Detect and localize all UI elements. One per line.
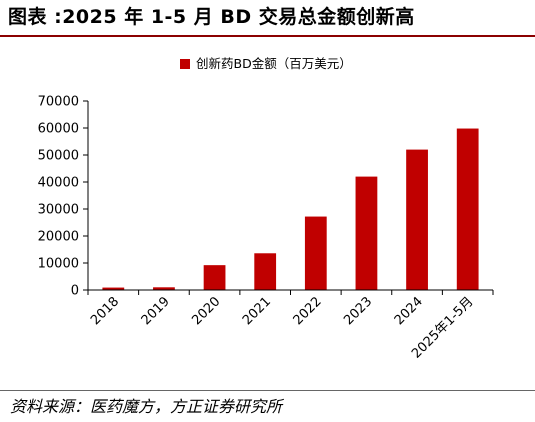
figure-title: 图表 :2025 年 1-5 月 BD 交易总金额创新高: [8, 6, 415, 28]
title-divider: [0, 35, 535, 37]
bar-2018: [102, 287, 125, 290]
bar-2025年1-5月: [456, 128, 479, 290]
x-tick-label: 2021: [240, 294, 274, 328]
y-tick-label: 70000: [38, 95, 79, 110]
x-tick-label: 2020: [189, 294, 223, 328]
y-tick-label: 50000: [38, 149, 79, 164]
bar-2020: [203, 265, 226, 290]
legend-label: 创新药BD金额（百万美元）: [196, 56, 352, 71]
x-tick-label: 2023: [341, 294, 375, 328]
bar-2022: [304, 216, 327, 290]
bar-2021: [254, 253, 277, 290]
y-tick-label: 0: [71, 284, 79, 299]
bar-chart: 创新药BD金额（百万美元） 0 10000 20000 30000 40000 50000…: [38, 56, 494, 362]
bar-2019: [153, 287, 175, 290]
x-tick-label: 2018: [88, 294, 122, 328]
y-tick-label: 10000: [38, 257, 79, 272]
y-tick-label: 60000: [38, 122, 79, 137]
y-tick-label: 30000: [38, 203, 79, 218]
footer-divider: [0, 390, 535, 391]
x-tick-label: 2024: [392, 294, 426, 328]
y-tick-label: 40000: [38, 176, 79, 191]
x-tick-label: 2022: [291, 294, 325, 328]
y-axis: 0 10000 20000 30000 40000 50000 60000 70000: [38, 95, 89, 299]
y-tick-label: 20000: [38, 230, 79, 245]
bar-2024: [406, 149, 428, 290]
chart-legend: 创新药BD金额（百万美元）: [180, 56, 352, 71]
x-tick-label: 2019: [139, 294, 173, 328]
legend-swatch: [180, 59, 190, 69]
bar-2023: [355, 176, 378, 290]
source-note: 资料来源：医药魔方，方正证券研究所: [10, 397, 283, 416]
bars-group: [102, 128, 479, 290]
